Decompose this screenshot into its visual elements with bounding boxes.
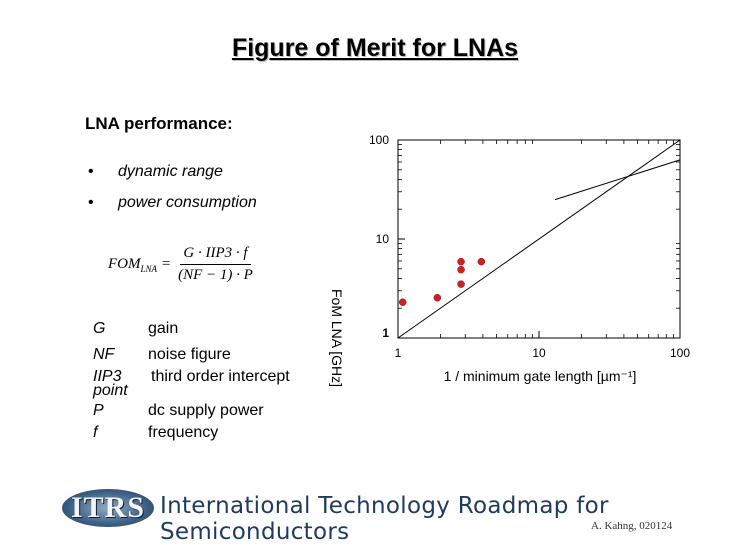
formula-fraction: G · IIP3 · f (NF − 1) · P — [175, 245, 256, 284]
x-tick-label: 10 — [532, 346, 546, 360]
bullet-power-consumption: • power consumption — [88, 194, 257, 212]
fom-formula: FOMLNA = G · IIP3 · f (NF − 1) · P — [108, 245, 256, 284]
bullet-text: power consumption — [118, 194, 257, 211]
formula-numerator: G · IIP3 · f — [180, 245, 251, 265]
bullet-text: dynamic range — [118, 163, 223, 180]
x-axis-label: 1 / minimum gate length [µm⁻¹] — [444, 368, 637, 384]
bullet-dynamic-range: • dynamic range — [88, 163, 223, 181]
slide-title: Figure of Merit for LNAs — [231, 34, 519, 62]
y-tick-label: 100 — [369, 133, 389, 147]
formula-equals: = — [161, 256, 172, 272]
footer-author: A. Kahng, 020124 — [591, 520, 673, 532]
data-point — [477, 257, 486, 266]
y-tick-label: 1 — [382, 326, 389, 340]
data-point — [457, 265, 465, 274]
axis-ticks: 1 10 100 1 10 100 — [369, 133, 690, 360]
formula-lhs: FOMLNA — [108, 255, 158, 274]
data-point — [457, 280, 465, 288]
data-point — [457, 257, 465, 266]
trend-lines — [397, 139, 681, 339]
trend-line — [397, 139, 681, 339]
y-axis-label: FoM LNA [GHz] — [329, 289, 345, 387]
bullet-icon: • — [88, 163, 94, 180]
trend-line — [554, 159, 681, 201]
data-point — [398, 298, 407, 306]
x-tick-label: 100 — [670, 346, 690, 360]
bullet-icon: • — [88, 194, 94, 211]
formula-lhs-subscript: LNA — [140, 263, 158, 274]
data-point — [433, 294, 442, 302]
x-tick-label: 1 — [395, 346, 402, 360]
y-tick-label: 10 — [376, 232, 390, 246]
performance-heading: LNA performance: — [85, 114, 233, 133]
formula-denominator: (NF − 1) · P — [178, 267, 253, 283]
footer-org-name: International Technology Roadmap for Sem… — [160, 493, 609, 545]
itrs-logo: ITRS — [62, 489, 154, 527]
data-points — [398, 257, 486, 306]
